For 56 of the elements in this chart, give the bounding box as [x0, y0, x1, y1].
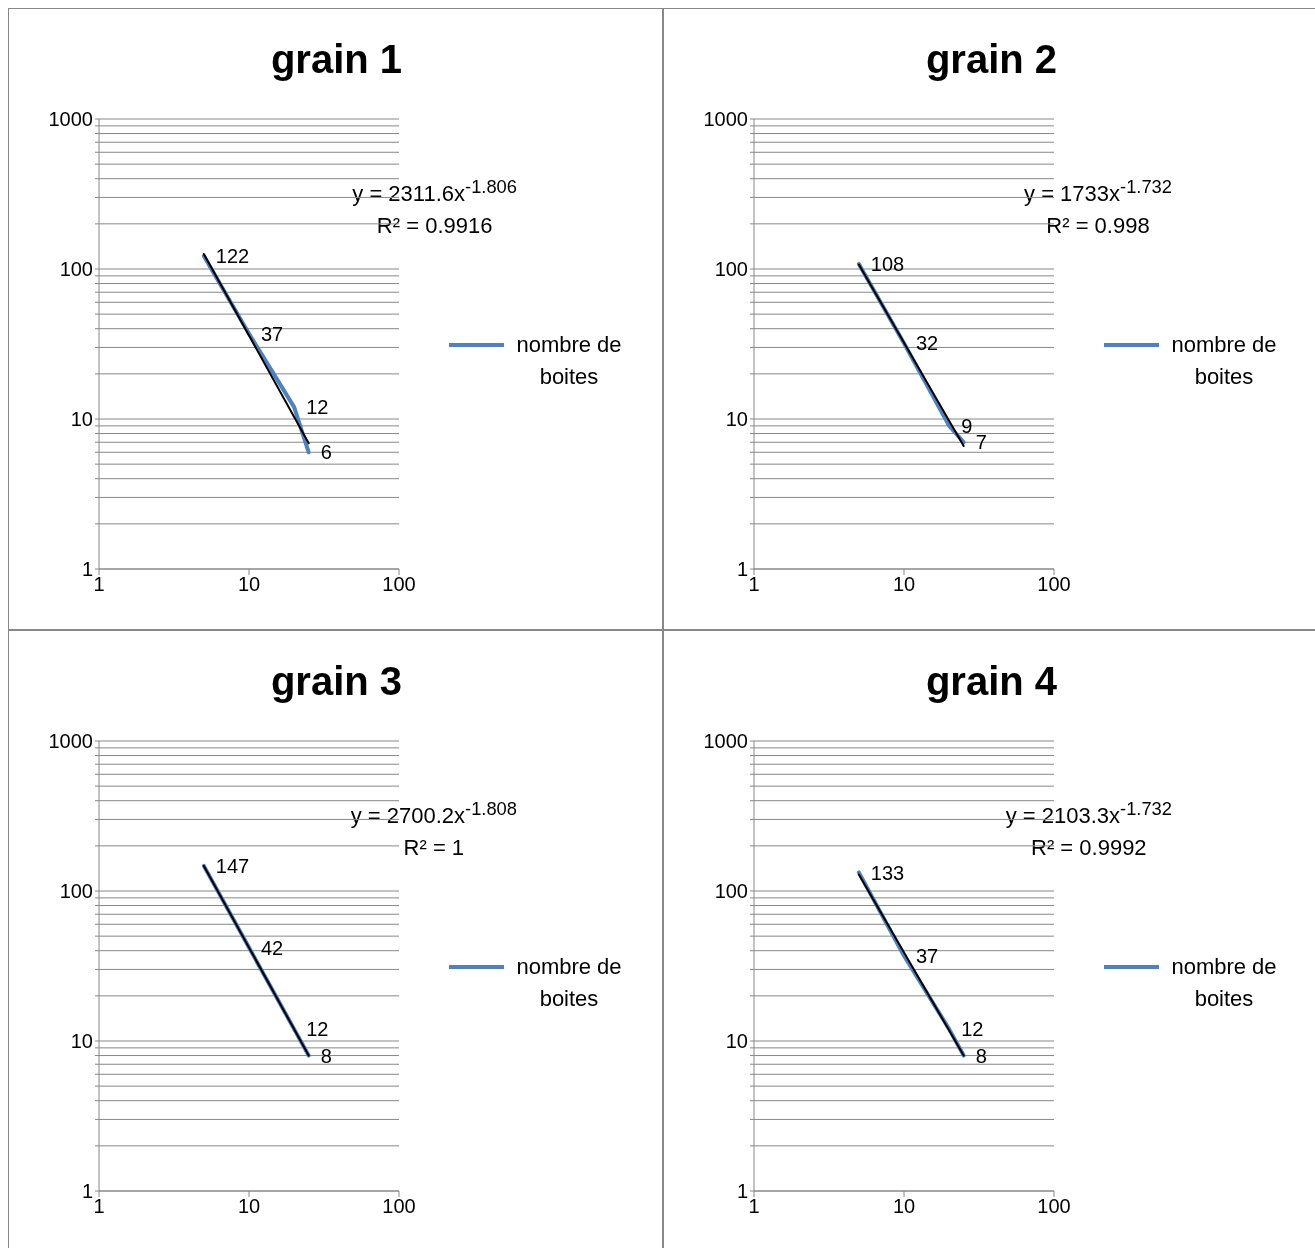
x-tick-label: 100 [382, 1195, 416, 1218]
y-tick-label: 1000 [48, 108, 93, 131]
data-label: 108 [870, 253, 905, 276]
data-label: 122 [215, 245, 250, 268]
legend-label: nombre de boites [515, 953, 623, 1013]
data-label: 6 [320, 441, 332, 464]
y-tick-label: 10 [725, 1030, 748, 1053]
annotation: y = 2103.3x$^{-1.732}$ [1005, 797, 1172, 831]
y-tick-label: 1000 [48, 730, 93, 753]
data-label: 8 [975, 1044, 987, 1067]
annotation: R² = 0.9916 [375, 212, 494, 241]
annotation: y = 2700.2x$^{-1.808}$ [350, 797, 517, 831]
data-label: 12 [306, 396, 329, 419]
x-tick-label: 10 [237, 1195, 261, 1218]
data-label: 12 [306, 1018, 329, 1041]
legend-label: nombre de boites [1170, 331, 1278, 391]
x-tick-label: 10 [892, 573, 916, 596]
y-tick-label: 10 [70, 408, 93, 431]
data-label: 7 [975, 431, 987, 454]
data-label: 9 [961, 414, 973, 437]
chart-title: grain 3 [269, 659, 404, 704]
chart-title: grain 4 [924, 659, 1059, 704]
data-label: 37 [916, 944, 939, 967]
x-tick-label: 100 [1037, 573, 1071, 596]
y-tick-label: 100 [714, 880, 748, 903]
legend-label: nombre de boites [1170, 953, 1278, 1013]
x-tick-label: 100 [382, 573, 416, 596]
legend-label: nombre de boites [515, 331, 623, 391]
y-tick-label: 1 [81, 1180, 93, 1203]
text: R² = 1 [402, 834, 466, 863]
y-tick-label: 1 [736, 558, 748, 581]
y-tick-label: 1000 [703, 108, 748, 131]
data-label: 133 [870, 861, 905, 884]
x-tick-label: 10 [892, 1195, 916, 1218]
y-tick-label: 100 [714, 258, 748, 281]
annotation: y = 1733x$^{-1.732}$ [1024, 175, 1172, 209]
y-tick-label: 100 [59, 258, 93, 281]
y-tick-label: 10 [725, 408, 748, 431]
y-tick-label: 10 [70, 1030, 93, 1053]
annotation: y = 2311.6x$^{-1.806}$ [352, 175, 517, 209]
chart-title: grain 1 [269, 37, 404, 82]
y-tick-label: 1 [81, 558, 93, 581]
data-label: 37 [261, 322, 284, 345]
data-label: 8 [320, 1044, 332, 1067]
data-label: 32 [916, 332, 939, 355]
data-label: 42 [261, 936, 284, 959]
data-label: 12 [961, 1018, 984, 1041]
x-tick-label: 10 [237, 573, 261, 596]
chart-title: grain 2 [924, 37, 1059, 82]
data-label: 147 [215, 855, 250, 877]
x-tick-label: 100 [1037, 1195, 1071, 1218]
annotation: R² = 0.9992 [1030, 834, 1148, 863]
y-tick-label: 1 [736, 1180, 748, 1203]
y-tick-label: 100 [59, 880, 93, 903]
y-tick-label: 1000 [703, 730, 748, 753]
annotation: R² = 0.998 [1045, 212, 1151, 241]
